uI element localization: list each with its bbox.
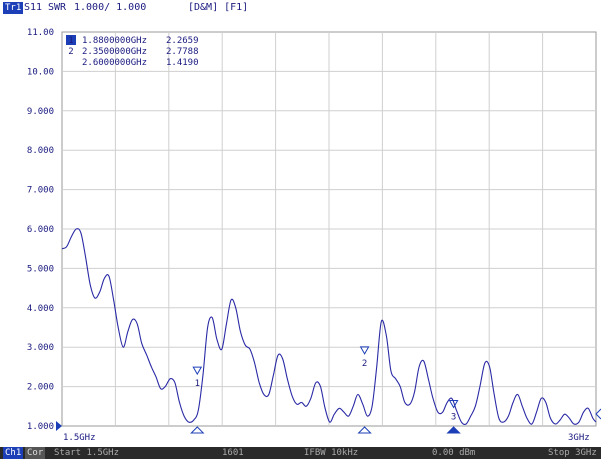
y-tick-label: 8.000 bbox=[27, 146, 54, 156]
marker-1-freq: 1.8800000GHz bbox=[82, 36, 147, 46]
y-tick-label: 7.000 bbox=[27, 186, 54, 196]
y-tick-label: 10.00 bbox=[27, 67, 54, 77]
marker-3-value: 1.4190 bbox=[166, 58, 199, 68]
trace-layer bbox=[61, 228, 597, 425]
y-tick-label: 1.000 bbox=[27, 422, 54, 432]
swr-trace-line bbox=[61, 228, 597, 425]
marker-layer: 1 2 3 bbox=[190, 346, 461, 434]
marker-2-freq: 2.3500000GHz bbox=[82, 47, 147, 57]
marker-2-num: 2 bbox=[68, 47, 73, 57]
y-tick-label: 5.000 bbox=[27, 264, 54, 274]
marker-2-pointer-icon[interactable] bbox=[359, 346, 370, 355]
trace-badge[interactable]: Tr1 bbox=[3, 2, 24, 14]
trace-format: SWR bbox=[48, 2, 67, 13]
grid bbox=[61, 31, 597, 427]
marker-3-label: 3 bbox=[451, 412, 456, 422]
marker-1-pointer-icon[interactable] bbox=[192, 366, 203, 376]
trace-scale: 1.000/ 1.000 bbox=[74, 2, 147, 13]
marker-1-label: 1 bbox=[195, 379, 200, 389]
trace-tags: [D&M] [F1] bbox=[188, 2, 249, 13]
y-tick-label: 2.000 bbox=[27, 383, 54, 393]
channel-badge[interactable]: Ch1 bbox=[3, 447, 24, 459]
ifbw-value[interactable]: IFBW 10kHz bbox=[304, 448, 359, 458]
marker-3-pointer-icon[interactable] bbox=[448, 399, 459, 409]
x-stop-label: 3GHz bbox=[568, 433, 590, 443]
marker-1-axis-triangle-icon[interactable] bbox=[190, 426, 205, 434]
reference-position-arrow-icon bbox=[56, 421, 62, 431]
x-start-label: 1.5GHz bbox=[63, 433, 96, 443]
y-tick-label: 4.000 bbox=[27, 304, 54, 314]
y-tick-label: 11.00 bbox=[27, 28, 54, 38]
start-frequency[interactable]: Start 1.5GHz bbox=[54, 448, 120, 458]
marker-2-value: 2.7788 bbox=[166, 47, 199, 57]
marker-readout-table: 1 1.8800000GHz 2.2659 2 2.3500000GHz 2.7… bbox=[66, 35, 199, 68]
trace-header: Tr1 S11 SWR 1.000/ 1.000 [D&M] [F1] bbox=[0, 0, 601, 22]
marker-3-axis-triangle-icon[interactable] bbox=[446, 426, 461, 434]
marker-1-value: 2.2659 bbox=[166, 36, 199, 46]
marker-2-label: 2 bbox=[362, 359, 367, 369]
y-axis-labels: 11.00 10.00 9.000 8.000 7.000 6.000 5.000 4.000… bbox=[27, 28, 601, 432]
trace-chart[interactable]: 11.00 10.00 9.000 8.000 7.000 6.000 5.000 4.000… bbox=[0, 0, 601, 447]
marker-1-num: 1 bbox=[68, 36, 73, 46]
active-marker-highlight bbox=[66, 35, 76, 45]
marker-3-num: 3 bbox=[68, 58, 73, 68]
correction-badge[interactable]: Cor bbox=[25, 447, 46, 459]
power-value[interactable]: 0.00 dBm bbox=[432, 448, 476, 458]
y-tick-label: 3.000 bbox=[27, 343, 54, 353]
stop-frequency[interactable]: Stop 3GHz bbox=[548, 448, 597, 458]
marker-3-freq: 2.6000000GHz bbox=[82, 58, 147, 68]
points-count[interactable]: 1601 bbox=[222, 448, 244, 458]
marker-2-axis-triangle-icon[interactable] bbox=[357, 426, 372, 434]
status-bar: Ch1 Cor Start 1.5GHz 1601 IFBW 10kHz 0.0… bbox=[0, 447, 601, 459]
y-tick-label: 9.000 bbox=[27, 107, 54, 117]
trace-parameter: S11 bbox=[24, 2, 43, 13]
y-tick-label: 6.000 bbox=[27, 225, 54, 235]
trace-end-arrow-icon bbox=[595, 408, 601, 420]
